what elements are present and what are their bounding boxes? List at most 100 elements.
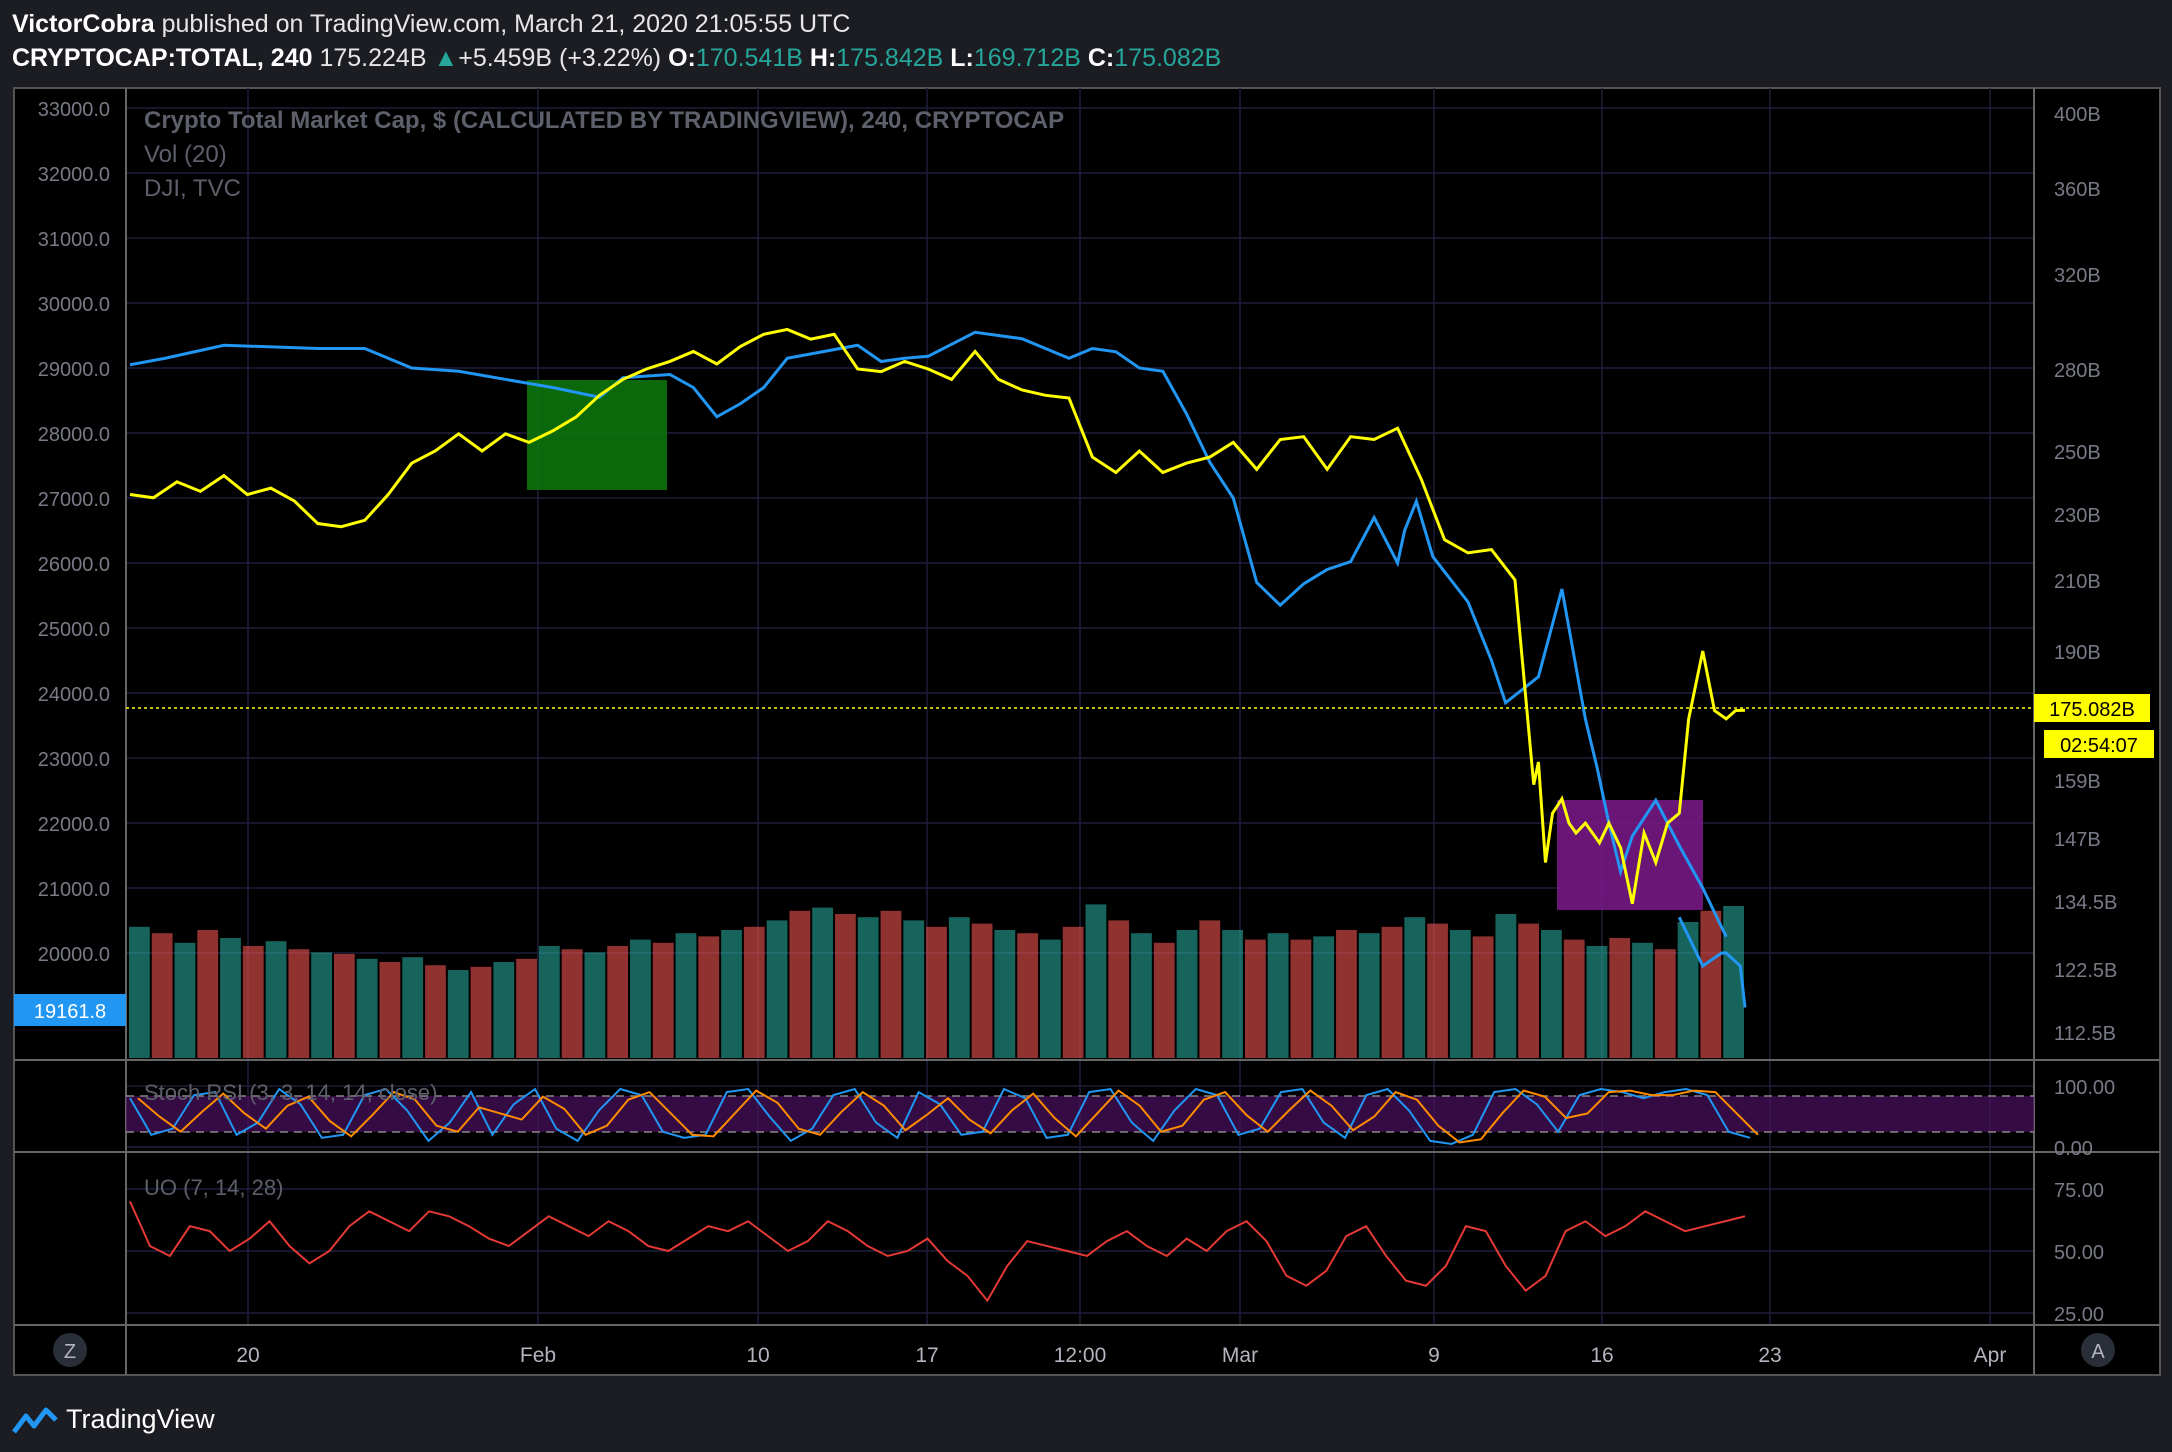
dji-series-line[interactable] (129, 330, 1728, 938)
chart-frame (13, 87, 2161, 1376)
volume-bar (994, 930, 1016, 1058)
right-tick-label: 280B (2054, 360, 2101, 382)
symbol-label[interactable]: CRYPTOCAP:TOTAL, 240 (12, 44, 313, 72)
legend-vol[interactable]: Vol (20) (144, 141, 227, 168)
stoch-d-line[interactable] (137, 1089, 1759, 1144)
right-tick-label: 250B (2054, 442, 2101, 464)
high-label: H: (809, 44, 837, 72)
volume-bar (516, 958, 537, 1058)
volume-bar (379, 962, 401, 1058)
ohlc-line: CRYPTOCAP:TOTAL, 240 175.224B ▲+5.459B (… (12, 44, 1221, 73)
change-arrow-icon: ▲ (433, 44, 459, 72)
volume-bar (1313, 936, 1335, 1058)
countdown-tag-value: 02:54:07 (2060, 735, 2138, 757)
low-label: L: (950, 44, 974, 72)
autoscale-button-label: A (2091, 1341, 2105, 1363)
left-tick-label: 29000.0 (38, 359, 110, 381)
volume-bar (926, 926, 947, 1058)
volume-bar (174, 942, 196, 1058)
volume-bar (333, 954, 355, 1058)
right-tick-label: 400B (2054, 104, 2101, 126)
volume-bar (220, 938, 241, 1058)
stoch-tick-label: 100.00 (2054, 1077, 2115, 1099)
left-tick-label: 26000.0 (38, 554, 110, 576)
volume-bar (1244, 939, 1266, 1058)
volume-bar (1404, 917, 1426, 1058)
crypto-series-line[interactable] (129, 327, 1746, 905)
zoom-button[interactable] (53, 1333, 87, 1367)
left-tick-label: 30000.0 (38, 294, 110, 316)
time-tick-label: 23 (1758, 1344, 1781, 1367)
autoscale-button[interactable] (2081, 1333, 2115, 1367)
volume-bar (1153, 942, 1175, 1058)
volume-bar (698, 936, 720, 1058)
volume-bar (880, 910, 902, 1058)
left-tick-label: 32000.0 (38, 164, 110, 186)
tradingview-logo-icon (12, 1407, 58, 1434)
brand-label[interactable]: TradingView (66, 1404, 215, 1434)
volume-bar (857, 917, 879, 1058)
right-tick-label: 190B (2054, 642, 2101, 664)
volume-bar (1541, 930, 1562, 1058)
uo-tick-label: 75.00 (2054, 1180, 2104, 1202)
volume-bar (1358, 933, 1380, 1058)
volume-bar (1017, 933, 1038, 1058)
legend-main[interactable]: Crypto Total Market Cap, $ (CALCULATED B… (144, 107, 1064, 134)
right-tick-label: 230B (2054, 505, 2101, 527)
volume-bar (1723, 906, 1744, 1058)
volume-bar (652, 942, 674, 1058)
volume-bar (1267, 933, 1289, 1058)
close-label: C: (1087, 44, 1115, 72)
time-tick-label: 12:00 (1054, 1344, 1107, 1367)
volume-bar (1518, 923, 1540, 1058)
low-value: 169.712B (973, 44, 1081, 72)
volume-bar (1336, 930, 1357, 1058)
volume-bar (766, 920, 788, 1058)
left-tick-label: 20000.0 (38, 944, 110, 966)
volume-bar (129, 926, 150, 1058)
right-tick-label: 360B (2054, 179, 2101, 201)
price-tag-value: 175.082B (2049, 699, 2135, 721)
volume-bar (675, 933, 697, 1058)
right-tick-label: 159B (2054, 771, 2101, 793)
publish-line: VictorCobra published on TradingView.com… (12, 10, 850, 39)
volume-bar (1199, 920, 1221, 1058)
volume-bar (1563, 939, 1585, 1058)
time-tick-label: Feb (520, 1344, 556, 1367)
chart-header: VictorCobra published on TradingView.com… (0, 0, 2172, 80)
uo-line[interactable] (129, 1200, 1746, 1303)
volume-bar (1632, 942, 1653, 1058)
right-tick-label: 112.5B (2054, 1023, 2116, 1045)
uo-tick-label: 25.00 (2054, 1304, 2104, 1326)
dji-tag-value: 19161.8 (34, 1001, 106, 1023)
volume-bars (129, 904, 1744, 1058)
left-tick-label: 27000.0 (38, 489, 110, 511)
volume-bar (1131, 933, 1152, 1058)
legend-uo[interactable]: UO (7, 14, 28) (144, 1175, 283, 1200)
zoom-button-label: Z (64, 1341, 76, 1363)
volume-bar (835, 914, 856, 1058)
volume-bar (242, 946, 264, 1058)
volume-bar (561, 949, 583, 1058)
legend-stoch[interactable]: Stoch RSI (3, 3, 14, 14, close) (144, 1080, 437, 1105)
left-tick-label: 33000.0 (38, 99, 110, 121)
volume-bar (1654, 949, 1676, 1058)
left-tick-label: 31000.0 (38, 229, 110, 251)
open-label: O: (668, 44, 696, 72)
right-tick-label: 122.5B (2054, 960, 2117, 982)
volume-bar (743, 926, 765, 1058)
right-tick-label: 210B (2054, 571, 2101, 593)
author-name[interactable]: VictorCobra (12, 10, 155, 38)
time-tick-label: Mar (1222, 1344, 1258, 1367)
volume-bar (1222, 930, 1243, 1058)
legend-dji[interactable]: DJI, TVC (144, 175, 241, 202)
volume-bar (1062, 926, 1084, 1058)
left-axis-ticks: 33000.0 32000.0 31000.0 30000.0 29000.0 28000… (38, 99, 110, 966)
volume-bar (197, 930, 219, 1058)
volume-bar (971, 923, 993, 1058)
volume-bar (1449, 930, 1471, 1058)
dji-series-tail[interactable] (1677, 916, 1747, 1008)
left-tick-label: 21000.0 (38, 879, 110, 901)
last-price: 175.224B (319, 44, 427, 72)
